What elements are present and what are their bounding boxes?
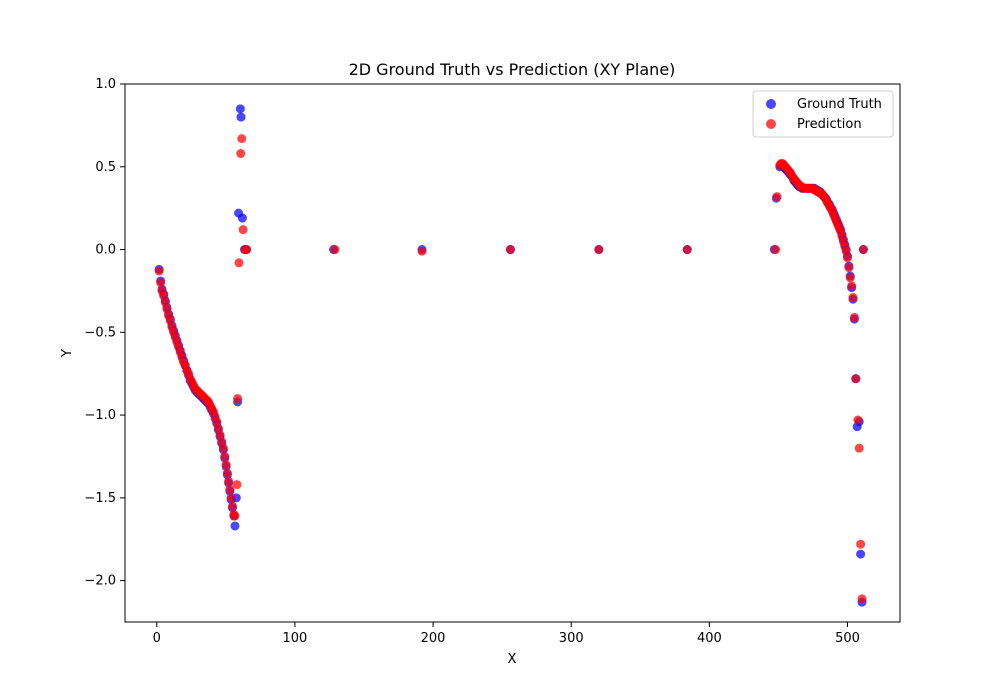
prediction-point bbox=[234, 258, 244, 268]
prediction-point bbox=[857, 594, 867, 604]
y-tick-label: 0.5 bbox=[95, 160, 116, 175]
legend-marker-prediction bbox=[766, 119, 776, 129]
series-prediction bbox=[154, 134, 868, 604]
prediction-point bbox=[594, 245, 604, 255]
prediction-point bbox=[771, 245, 781, 255]
y-tick-label: −2.0 bbox=[84, 574, 116, 589]
legend: Ground Truth Prediction bbox=[752, 90, 894, 138]
x-axis-label: X bbox=[508, 652, 517, 667]
prediction-point bbox=[851, 374, 861, 384]
prediction-point bbox=[417, 246, 427, 256]
prediction-point bbox=[226, 493, 236, 503]
y-tick-label: −1.5 bbox=[84, 491, 116, 506]
prediction-point bbox=[505, 245, 515, 255]
prediction-point bbox=[156, 278, 166, 288]
legend-box bbox=[752, 90, 894, 138]
prediction-point bbox=[230, 511, 240, 521]
y-tick-label: −0.5 bbox=[84, 325, 116, 340]
x-tick-label: 100 bbox=[283, 631, 308, 646]
y-tick-label: 0.0 bbox=[95, 243, 116, 258]
ground-truth-point bbox=[236, 112, 246, 122]
prediction-point bbox=[845, 273, 855, 283]
x-tick-label: 200 bbox=[421, 631, 446, 646]
prediction-point bbox=[853, 415, 863, 425]
prediction-point bbox=[236, 149, 246, 159]
prediction-point bbox=[221, 460, 231, 470]
prediction-point bbox=[154, 266, 164, 276]
prediction-point bbox=[682, 245, 692, 255]
ground-truth-point bbox=[235, 104, 245, 114]
y-axis-ticks: 1.0 0.5 0.0 −0.5 −1.0 −1.5 −2.0 bbox=[84, 77, 125, 589]
prediction-point bbox=[848, 293, 858, 303]
prediction-point bbox=[847, 281, 857, 291]
chart-title: 2D Ground Truth vs Prediction (XY Plane) bbox=[349, 60, 676, 79]
prediction-point bbox=[238, 225, 248, 235]
prediction-point bbox=[220, 451, 230, 461]
plot-area: 0 100 200 300 400 500 1.0 0.5 0.0 −0.5 −1.0 −1.5 −2… bbox=[84, 77, 901, 646]
legend-label-ground-truth: Ground Truth bbox=[797, 97, 882, 112]
ground-truth-point bbox=[230, 521, 240, 531]
prediction-point bbox=[222, 468, 232, 478]
prediction-point bbox=[224, 476, 234, 486]
y-tick-label: 1.0 bbox=[95, 77, 116, 92]
x-tick-label: 400 bbox=[697, 631, 722, 646]
prediction-point bbox=[242, 245, 252, 255]
prediction-point bbox=[772, 192, 782, 202]
ground-truth-point bbox=[237, 213, 247, 223]
prediction-point bbox=[237, 134, 247, 144]
x-tick-label: 0 bbox=[153, 631, 161, 646]
y-tick-label: −1.0 bbox=[84, 408, 116, 423]
points-layer bbox=[154, 104, 868, 607]
prediction-point bbox=[854, 443, 864, 453]
prediction-point bbox=[232, 480, 242, 490]
x-tick-label: 500 bbox=[835, 631, 860, 646]
prediction-point bbox=[849, 312, 859, 322]
prediction-point bbox=[225, 485, 235, 495]
y-axis-label: Y bbox=[60, 349, 75, 358]
prediction-point bbox=[858, 245, 868, 255]
prediction-point bbox=[227, 501, 237, 511]
legend-label-prediction: Prediction bbox=[797, 117, 862, 132]
prediction-point bbox=[233, 394, 243, 404]
prediction-point bbox=[844, 263, 854, 273]
prediction-point bbox=[843, 253, 853, 263]
prediction-point bbox=[218, 443, 228, 453]
legend-marker-ground-truth bbox=[766, 99, 776, 109]
ground-truth-point bbox=[856, 549, 866, 559]
prediction-point bbox=[856, 539, 866, 549]
plot-frame bbox=[124, 83, 901, 623]
x-axis-ticks: 0 100 200 300 400 500 bbox=[153, 622, 860, 646]
x-tick-label: 300 bbox=[559, 631, 584, 646]
prediction-point bbox=[330, 245, 340, 255]
